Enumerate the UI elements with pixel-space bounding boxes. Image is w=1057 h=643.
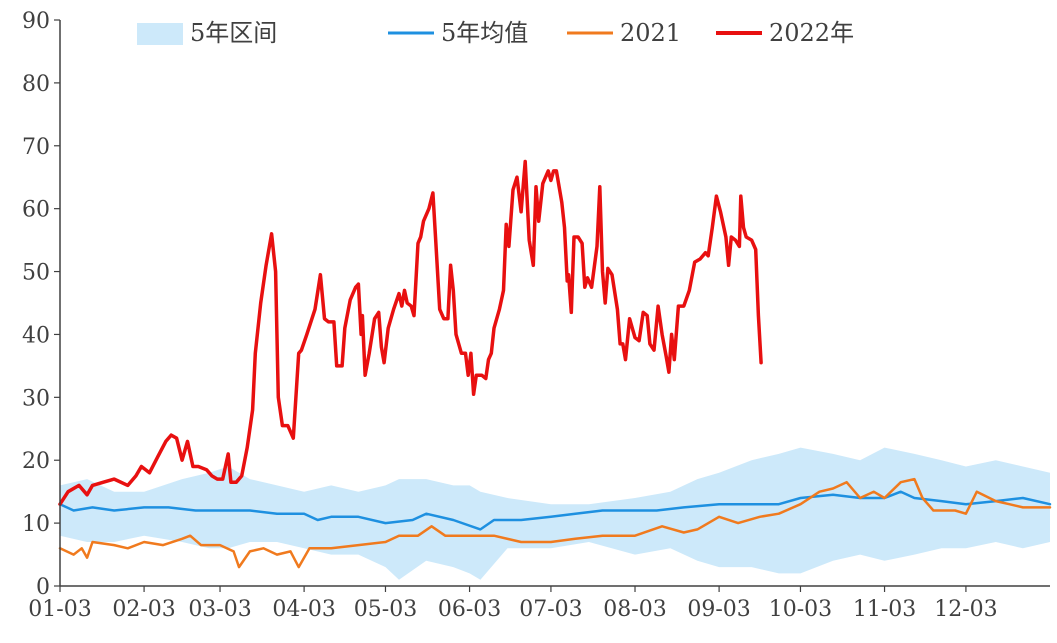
x-tick-label: 02-03 xyxy=(112,597,175,622)
x-tick-label: 08-03 xyxy=(603,597,666,622)
x-tick-label: 07-03 xyxy=(519,597,582,622)
legend-label: 5年均值 xyxy=(441,19,528,47)
x-tick-label: 04-03 xyxy=(272,597,335,622)
series-line-3 xyxy=(58,159,763,506)
y-tick-label: 30 xyxy=(22,386,50,411)
x-tick-label: 03-03 xyxy=(188,597,251,622)
legend-label: 2022年 xyxy=(769,19,854,47)
legend-label: 2021 xyxy=(620,19,681,47)
y-tick-label: 80 xyxy=(22,72,50,97)
axes: 0 10 20 30 40 50 60 70 80 90 01-03 02-03 03-03 04-03 0… xyxy=(22,9,1050,622)
y-tick-label: 50 xyxy=(22,261,50,286)
x-tick-label: 05-03 xyxy=(354,597,417,622)
x-tick-label: 12-03 xyxy=(934,597,997,622)
series-line-2 xyxy=(58,477,1052,569)
legend-item-3: 2021 xyxy=(567,19,681,47)
band-5yr-range xyxy=(60,447,1050,580)
x-tick-label: 09-03 xyxy=(687,597,750,622)
legend-item-1: 5年区间 xyxy=(137,19,277,47)
y-tick-label: 10 xyxy=(22,512,50,537)
legend-item-4: 2022年 xyxy=(716,19,854,47)
legend-swatch xyxy=(137,23,183,45)
y-tick-label: 20 xyxy=(22,449,50,474)
legend-label: 5年区间 xyxy=(190,19,277,47)
y-tick-label: 40 xyxy=(22,323,50,348)
y-tick-label: 70 xyxy=(22,135,50,160)
legend: 5年区间 5年均值 2021 2022年 xyxy=(137,19,854,47)
plot-area xyxy=(58,159,1052,580)
x-tick-label: 06-03 xyxy=(438,597,501,622)
y-tick-label: 60 xyxy=(22,198,50,223)
x-tick-label: 10-03 xyxy=(769,597,832,622)
x-tick-label: 01-03 xyxy=(28,597,91,622)
y-tick-label: 90 xyxy=(22,9,50,34)
legend-item-2: 5年均值 xyxy=(388,19,528,47)
y-tick-label: 0 xyxy=(36,575,50,600)
series-line-1 xyxy=(58,490,1052,531)
x-tick-label: 11-03 xyxy=(853,597,916,622)
